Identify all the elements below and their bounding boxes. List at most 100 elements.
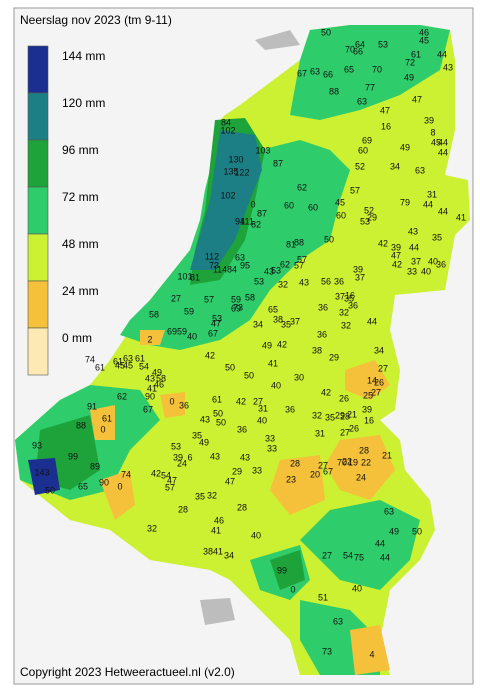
station-value: 84: [221, 117, 231, 127]
station-value: 33: [407, 266, 417, 276]
station-value: 63: [415, 165, 425, 175]
station-value: 35: [195, 491, 205, 501]
station-value: 61: [113, 356, 123, 366]
station-value: 53: [171, 441, 181, 451]
station-value: 34: [253, 319, 263, 329]
station-value: 21: [347, 409, 357, 419]
station-value: 63: [310, 66, 320, 76]
station-value: 41: [147, 383, 157, 393]
station-value: 57: [204, 294, 214, 304]
station-value: 75: [354, 552, 364, 562]
station-value: 14: [367, 375, 377, 385]
station-value: 43: [443, 62, 453, 72]
station-value: 39: [173, 452, 183, 462]
station-value: 0: [117, 481, 122, 491]
station-value: 58: [149, 309, 159, 319]
station-value: 59: [184, 306, 194, 316]
station-value: 31: [315, 428, 325, 438]
legend-swatch: [27, 280, 49, 329]
station-value: 77: [365, 82, 375, 92]
station-value: 47: [391, 250, 401, 260]
station-value: 87: [257, 208, 267, 218]
station-value: 103: [255, 145, 270, 155]
station-value: 88: [294, 237, 304, 247]
station-value: 44: [367, 316, 377, 326]
station-value: 64: [355, 39, 365, 49]
station-value: 135: [223, 166, 238, 176]
legend-label: 24 mm: [62, 284, 99, 298]
station-value: 8: [430, 127, 435, 137]
station-value: 19: [348, 457, 358, 467]
station-value: 47: [211, 318, 221, 328]
station-value: 89: [90, 461, 100, 471]
station-value: 94: [235, 216, 245, 226]
station-value: 63: [357, 96, 367, 106]
station-value: 39: [362, 404, 372, 414]
station-value: 74: [85, 354, 95, 364]
station-value: 28: [359, 445, 369, 455]
station-value: 65: [268, 304, 278, 314]
station-value: 43: [408, 226, 418, 236]
station-value: 81: [190, 272, 200, 282]
station-value: 32: [341, 320, 351, 330]
station-value: 28: [178, 504, 188, 514]
station-value: 38: [312, 345, 322, 355]
station-value: 74: [121, 469, 131, 479]
station-value: 42: [392, 259, 402, 269]
station-value: 41: [213, 546, 223, 556]
station-value: 59: [177, 326, 187, 336]
station-value: 23: [286, 474, 296, 484]
map-title: Neerslag nov 2023 (tm 9-11): [20, 13, 172, 27]
station-value: 49: [400, 142, 410, 152]
station-value: 41: [211, 525, 221, 535]
station-value: 43: [210, 451, 220, 461]
station-value: 22: [342, 456, 352, 466]
station-value: 43: [299, 277, 309, 287]
station-value: 61: [212, 394, 222, 404]
station-value: 69: [362, 135, 372, 145]
station-value: 40: [352, 583, 362, 593]
station-value: 70: [345, 44, 355, 54]
station-value: 40: [271, 380, 281, 390]
copyright: Copyright 2023 Hetweeractueel.nl (v2.0): [20, 665, 235, 679]
station-value: 33: [267, 443, 277, 453]
station-value: 32: [278, 279, 288, 289]
station-value: 32: [207, 490, 217, 500]
station-value: 53: [254, 276, 264, 286]
station-value: 57: [297, 254, 307, 264]
station-value: 30: [294, 372, 304, 382]
station-value: 114: [213, 264, 227, 274]
station-value: 61: [102, 413, 112, 423]
station-value: 32: [147, 523, 157, 533]
station-value: 27: [171, 293, 181, 303]
station-value: 79: [400, 197, 410, 207]
station-value: 40: [428, 256, 438, 266]
station-value: 95: [240, 260, 250, 270]
station-value: 58: [245, 292, 255, 302]
station-value: 58: [156, 373, 166, 383]
station-value: 33: [265, 433, 275, 443]
station-value: 44: [423, 199, 433, 209]
station-value: 41: [268, 358, 278, 368]
region-24: [90, 330, 395, 675]
station-value: 73: [233, 302, 243, 312]
station-value: 82: [251, 219, 261, 229]
station-value: 0: [169, 396, 174, 406]
station-value: 43: [145, 373, 155, 383]
station-value: 102: [220, 125, 235, 135]
station-value: 16: [345, 290, 355, 300]
station-value: 0: [290, 584, 295, 594]
legend-swatch: [27, 139, 49, 188]
station-value: 44: [438, 137, 448, 147]
station-value: 34: [224, 550, 234, 560]
region-120: [190, 130, 262, 270]
station-value: 67: [297, 68, 307, 78]
station-value: 43: [264, 266, 274, 276]
station-value: 57: [294, 260, 304, 270]
station-value: 99: [68, 451, 78, 461]
station-value: 73: [322, 646, 332, 656]
station-value: 40: [251, 530, 261, 540]
station-value: 59: [231, 294, 241, 304]
